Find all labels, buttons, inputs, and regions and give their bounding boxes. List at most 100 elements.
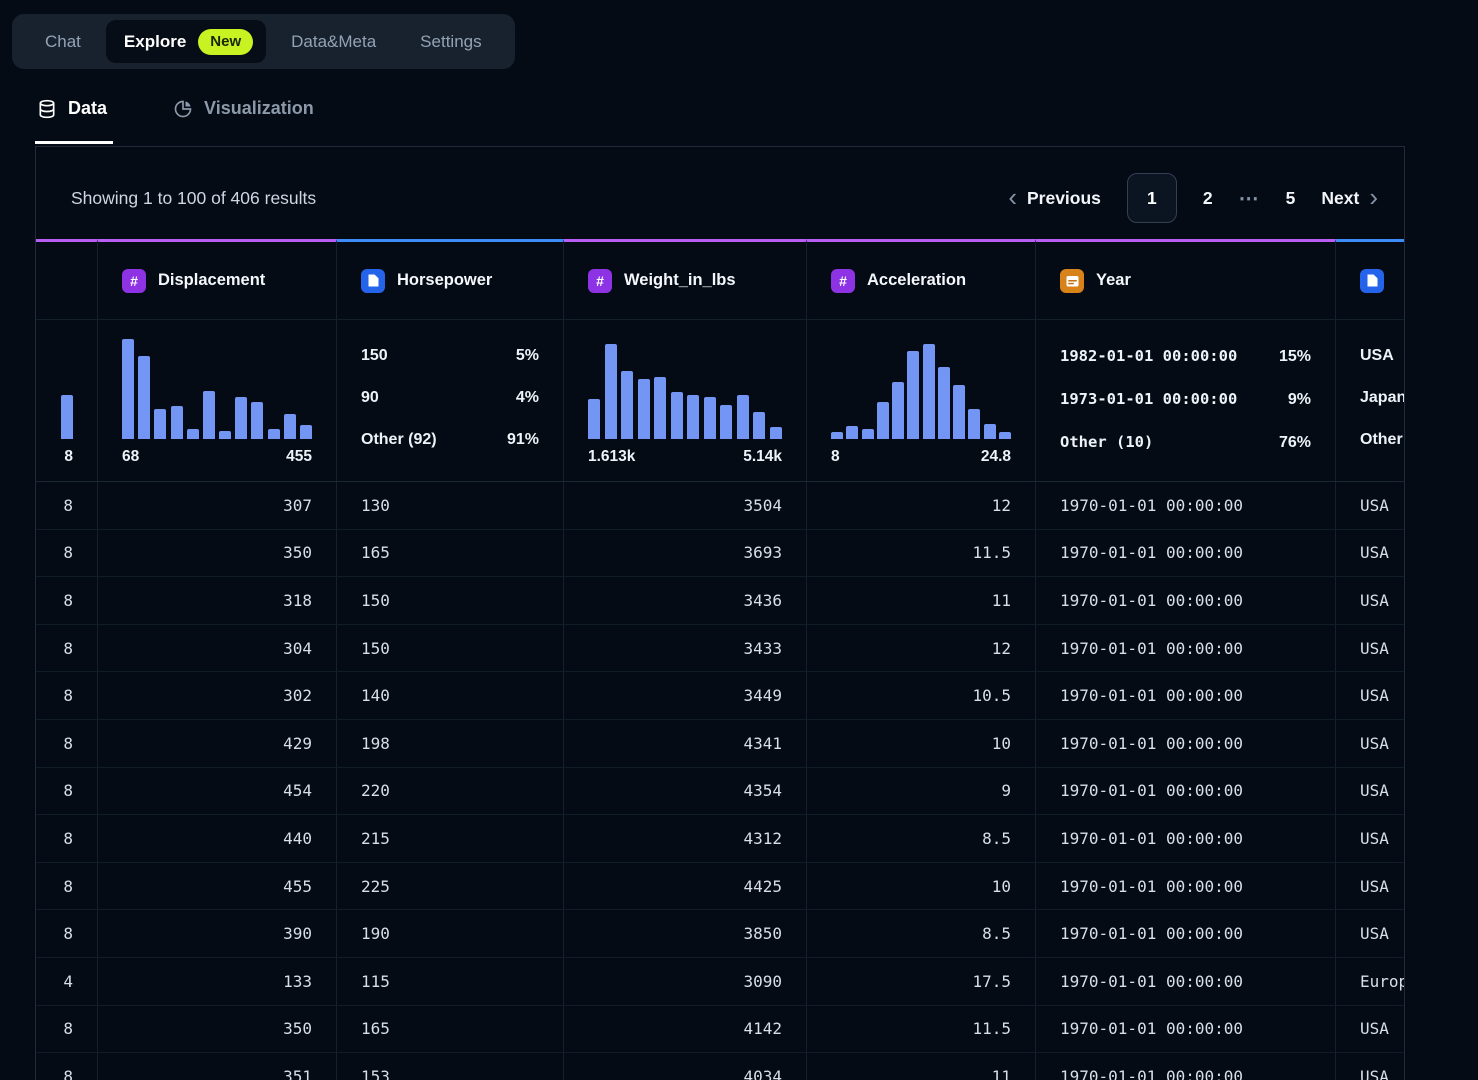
column-header-weight_in_lbs[interactable]: # Weight_in_lbs bbox=[564, 239, 807, 319]
histogram-bar bbox=[235, 397, 248, 439]
histogram-bar bbox=[876, 402, 889, 439]
histogram-bar bbox=[604, 344, 617, 439]
cell-horsepower: 153 bbox=[337, 1053, 564, 1080]
histogram-bar bbox=[283, 414, 296, 439]
column-header-cylinders[interactable] bbox=[36, 239, 98, 319]
column-summary-cylinders: 8 bbox=[36, 320, 98, 481]
histogram-bar bbox=[983, 424, 996, 439]
column-header-year[interactable]: Year bbox=[1036, 239, 1336, 319]
histogram-bar bbox=[687, 395, 700, 439]
histogram-bar bbox=[122, 339, 134, 439]
nav-explore-label: Explore bbox=[123, 31, 187, 51]
number-type-icon: # bbox=[588, 268, 612, 293]
cell-displacement: 304 bbox=[98, 624, 337, 672]
chevron-right-icon[interactable]: › bbox=[1369, 181, 1378, 212]
column-header-label: Displacement bbox=[158, 271, 266, 289]
histogram-range-labels: 8 bbox=[64, 448, 73, 465]
top-value-row: Japan bbox=[1360, 389, 1404, 406]
cell-acceleration: 8.5 bbox=[807, 815, 1036, 862]
string-type-icon bbox=[1360, 268, 1384, 293]
cell-horsepower: 198 bbox=[337, 719, 564, 767]
tab-data[interactable]: Data bbox=[35, 98, 114, 144]
cell-displacement: 318 bbox=[98, 577, 337, 624]
page-button-2[interactable]: 2 bbox=[1202, 187, 1213, 208]
cell-origin: USA bbox=[1360, 638, 1389, 658]
nav-item-explore[interactable]: Explore New bbox=[105, 20, 267, 63]
column-summary-displacement: 68 455 bbox=[98, 320, 337, 481]
next-button[interactable]: Next bbox=[1321, 187, 1360, 208]
cell-displacement: 133 bbox=[98, 957, 337, 1005]
histogram-bar bbox=[61, 395, 73, 439]
cell-year: 1970-01-01 00:00:00 bbox=[1036, 862, 1336, 910]
top-value-row: 150 5% bbox=[361, 347, 539, 364]
column-summary-acceleration: 8 24.8 bbox=[807, 320, 1036, 481]
cell-origin: USA bbox=[1360, 924, 1389, 944]
cell-cylinders: 8 bbox=[36, 672, 98, 719]
chevron-left-icon[interactable]: ‹ bbox=[1008, 181, 1017, 212]
previous-button[interactable]: Previous bbox=[1026, 187, 1101, 208]
cell-weight_in_lbs: 4312 bbox=[564, 815, 807, 862]
cell-year: 1970-01-01 00:00:00 bbox=[1036, 577, 1336, 624]
cell-year: 1970-01-01 00:00:00 bbox=[1036, 672, 1336, 719]
histogram-bar bbox=[968, 409, 981, 439]
cell-horsepower: 215 bbox=[337, 815, 564, 862]
histogram-bar bbox=[621, 371, 634, 439]
table-row: 8 351 153 4034 11 1970-01-01 00:00:00 USA bbox=[36, 1053, 1404, 1080]
histogram-bar bbox=[769, 427, 782, 439]
column-header-acceleration[interactable]: # Acceleration bbox=[807, 239, 1036, 319]
date-type-icon bbox=[1060, 268, 1084, 293]
cell-year: 1970-01-01 00:00:00 bbox=[1036, 719, 1336, 767]
tab-visualization[interactable]: Visualization bbox=[171, 98, 320, 144]
cell-weight_in_lbs: 3090 bbox=[564, 957, 807, 1005]
nav-item-data-meta[interactable]: Data&Meta bbox=[291, 31, 377, 51]
histogram-range-labels: 8 24.8 bbox=[831, 448, 1011, 465]
cell-cylinders: 8 bbox=[36, 1053, 98, 1080]
histogram bbox=[831, 339, 1011, 439]
cell-year: 1970-01-01 00:00:00 bbox=[1036, 957, 1336, 1005]
top-values: 150 5% 90 4% Other (92) 91% bbox=[361, 339, 539, 449]
top-value-row: 1982-01-01 00:00:00 15% bbox=[1060, 347, 1311, 365]
histogram-range-labels: 1.613k 5.14k bbox=[588, 448, 782, 465]
cell-horsepower: 165 bbox=[337, 529, 564, 577]
cell-horsepower: 150 bbox=[337, 624, 564, 672]
page-button-1[interactable]: 1 bbox=[1126, 173, 1177, 223]
cell-weight_in_lbs: 3850 bbox=[564, 910, 807, 957]
cell-cylinders: 8 bbox=[36, 529, 98, 577]
cell-displacement: 302 bbox=[98, 672, 337, 719]
table-row: 8 440 215 4312 8.5 1970-01-01 00:00:00 USA bbox=[36, 815, 1404, 863]
histogram-bar bbox=[267, 429, 280, 439]
cell-cylinders: 8 bbox=[36, 624, 98, 672]
cell-weight_in_lbs: 3693 bbox=[564, 529, 807, 577]
nav-item-settings[interactable]: Settings bbox=[420, 31, 482, 51]
histogram-bar bbox=[753, 412, 766, 439]
nav-item-chat[interactable]: Chat bbox=[45, 31, 81, 51]
table-row: 8 429 198 4341 10 1970-01-01 00:00:00 USA bbox=[36, 719, 1404, 768]
cell-horsepower: 165 bbox=[337, 1005, 564, 1053]
column-header-horsepower[interactable]: Horsepower bbox=[337, 239, 564, 319]
histogram-bar bbox=[703, 397, 716, 439]
cell-origin: USA bbox=[1360, 828, 1389, 848]
histogram-bar bbox=[720, 405, 733, 439]
cell-origin: USA bbox=[1360, 733, 1389, 753]
column-header-displacement[interactable]: # Displacement bbox=[98, 239, 337, 319]
results-bar: Showing 1 to 100 of 406 results ‹ Previo… bbox=[36, 147, 1404, 239]
cell-acceleration: 12 bbox=[807, 482, 1036, 529]
histogram bbox=[588, 339, 782, 439]
cell-acceleration: 11 bbox=[807, 577, 1036, 624]
table-row: 8 307 130 3504 12 1970-01-01 00:00:00 USA bbox=[36, 482, 1404, 530]
top-value-row: 1973-01-01 00:00:00 9% bbox=[1060, 390, 1311, 408]
column-header-origin[interactable] bbox=[1336, 239, 1404, 319]
cell-acceleration: 11.5 bbox=[807, 1005, 1036, 1053]
cell-acceleration: 11 bbox=[807, 1053, 1036, 1080]
cell-acceleration: 17.5 bbox=[807, 957, 1036, 1005]
top-navigation: Chat Explore New Data&Meta Settings bbox=[12, 14, 515, 69]
page-button-5[interactable]: 5 bbox=[1285, 187, 1296, 208]
cell-cylinders: 8 bbox=[36, 577, 98, 624]
cell-weight_in_lbs: 4142 bbox=[564, 1005, 807, 1053]
histogram-bar bbox=[202, 391, 215, 439]
cell-displacement: 390 bbox=[98, 910, 337, 957]
column-header-label: Weight_in_lbs bbox=[624, 271, 736, 289]
histogram bbox=[122, 339, 312, 439]
cell-acceleration: 8.5 bbox=[807, 910, 1036, 957]
